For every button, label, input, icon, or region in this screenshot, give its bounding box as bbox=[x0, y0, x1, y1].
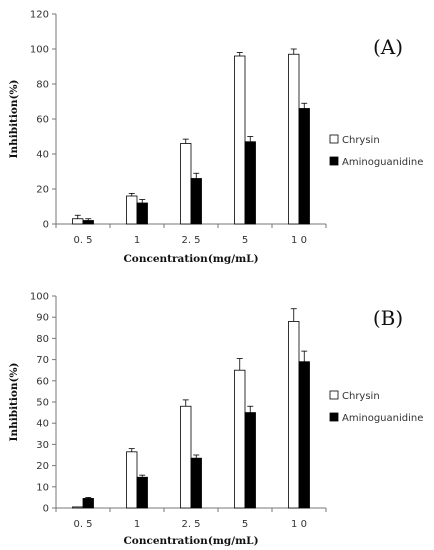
y-tick-label: 40 bbox=[36, 419, 49, 430]
bar-chrysin-5 bbox=[234, 55, 246, 225]
y-tick-label: 10 bbox=[36, 482, 49, 493]
bar-aminoguanidine-10 bbox=[298, 361, 310, 509]
y-tick-label: 100 bbox=[30, 45, 49, 56]
legend-swatch-aminoguanidine bbox=[329, 156, 339, 166]
x-axis-label: Concentration(mg/mL) bbox=[123, 253, 258, 265]
bar-aminoguanidine-1 bbox=[136, 476, 148, 509]
bar-aminoguanidine-0.5 bbox=[82, 220, 94, 225]
legend-label-aminoguanidine: Aminoguanidine bbox=[342, 413, 423, 424]
x-tick-label: 0. 5 bbox=[73, 235, 92, 246]
y-tick-label: 40 bbox=[36, 150, 49, 161]
bar-aminoguanidine-5 bbox=[244, 141, 256, 225]
x-tick-label: 2. 5 bbox=[181, 519, 200, 530]
bar-chrysin-1 bbox=[126, 195, 138, 225]
legend-swatch-chrysin bbox=[329, 390, 339, 400]
y-tick-label: 60 bbox=[36, 115, 49, 126]
bar-aminoguanidine-2.5 bbox=[190, 178, 202, 225]
bar-chrysin-1 bbox=[126, 451, 138, 509]
y-tick-label: 100 bbox=[30, 292, 49, 303]
bar-chrysin-2.5 bbox=[180, 143, 192, 225]
bar-aminoguanidine-2.5 bbox=[190, 457, 202, 509]
y-axis-label: Inhibition(%) bbox=[8, 363, 20, 442]
bar-aminoguanidine-1 bbox=[136, 202, 148, 225]
x-tick-label: 2. 5 bbox=[181, 235, 200, 246]
x-tick-label: 1 bbox=[134, 519, 140, 530]
panel-label: (B) bbox=[373, 306, 403, 330]
y-tick-label: 120 bbox=[30, 10, 49, 21]
bar-aminoguanidine-10 bbox=[298, 108, 310, 225]
y-axis-label: Inhibition(%) bbox=[8, 80, 20, 159]
x-tick-label: 0. 5 bbox=[73, 519, 92, 530]
legend-swatch-chrysin bbox=[329, 134, 339, 144]
legend-label-chrysin: Chrysin bbox=[342, 391, 380, 402]
legend-swatch-aminoguanidine bbox=[329, 412, 339, 422]
x-axis-label: Concentration(mg/mL) bbox=[123, 535, 258, 547]
x-tick-label: 1 0 bbox=[291, 519, 307, 530]
y-tick-label: 70 bbox=[36, 355, 49, 366]
bar-chrysin-0.5 bbox=[72, 506, 84, 509]
bar-chrysin-10 bbox=[288, 321, 300, 509]
bar-aminoguanidine-5 bbox=[244, 412, 256, 509]
panel-label: (A) bbox=[373, 35, 403, 59]
bar-chrysin-5 bbox=[234, 369, 246, 509]
x-tick-label: 5 bbox=[242, 519, 248, 530]
y-tick-label: 90 bbox=[36, 313, 49, 324]
y-tick-label: 60 bbox=[36, 376, 49, 387]
bar-aminoguanidine-0.5 bbox=[82, 498, 94, 509]
legend-label-chrysin: Chrysin bbox=[342, 135, 380, 146]
bar-chrysin-10 bbox=[288, 53, 300, 225]
y-tick-label: 80 bbox=[36, 334, 49, 345]
y-tick-label: 0 bbox=[43, 220, 49, 231]
y-tick-label: 20 bbox=[36, 461, 49, 472]
y-tick-label: 30 bbox=[36, 440, 49, 451]
y-tick-label: 80 bbox=[36, 80, 49, 91]
y-tick-label: 50 bbox=[36, 398, 49, 409]
x-tick-label: 1 bbox=[134, 235, 140, 246]
legend-label-aminoguanidine: Aminoguanidine bbox=[342, 157, 423, 168]
x-tick-label: 1 0 bbox=[291, 235, 307, 246]
y-tick-label: 0 bbox=[43, 504, 49, 515]
bar-chrysin-0.5 bbox=[72, 218, 84, 225]
y-tick-label: 20 bbox=[36, 185, 49, 196]
bar-chrysin-2.5 bbox=[180, 405, 192, 509]
x-tick-label: 5 bbox=[242, 235, 248, 246]
